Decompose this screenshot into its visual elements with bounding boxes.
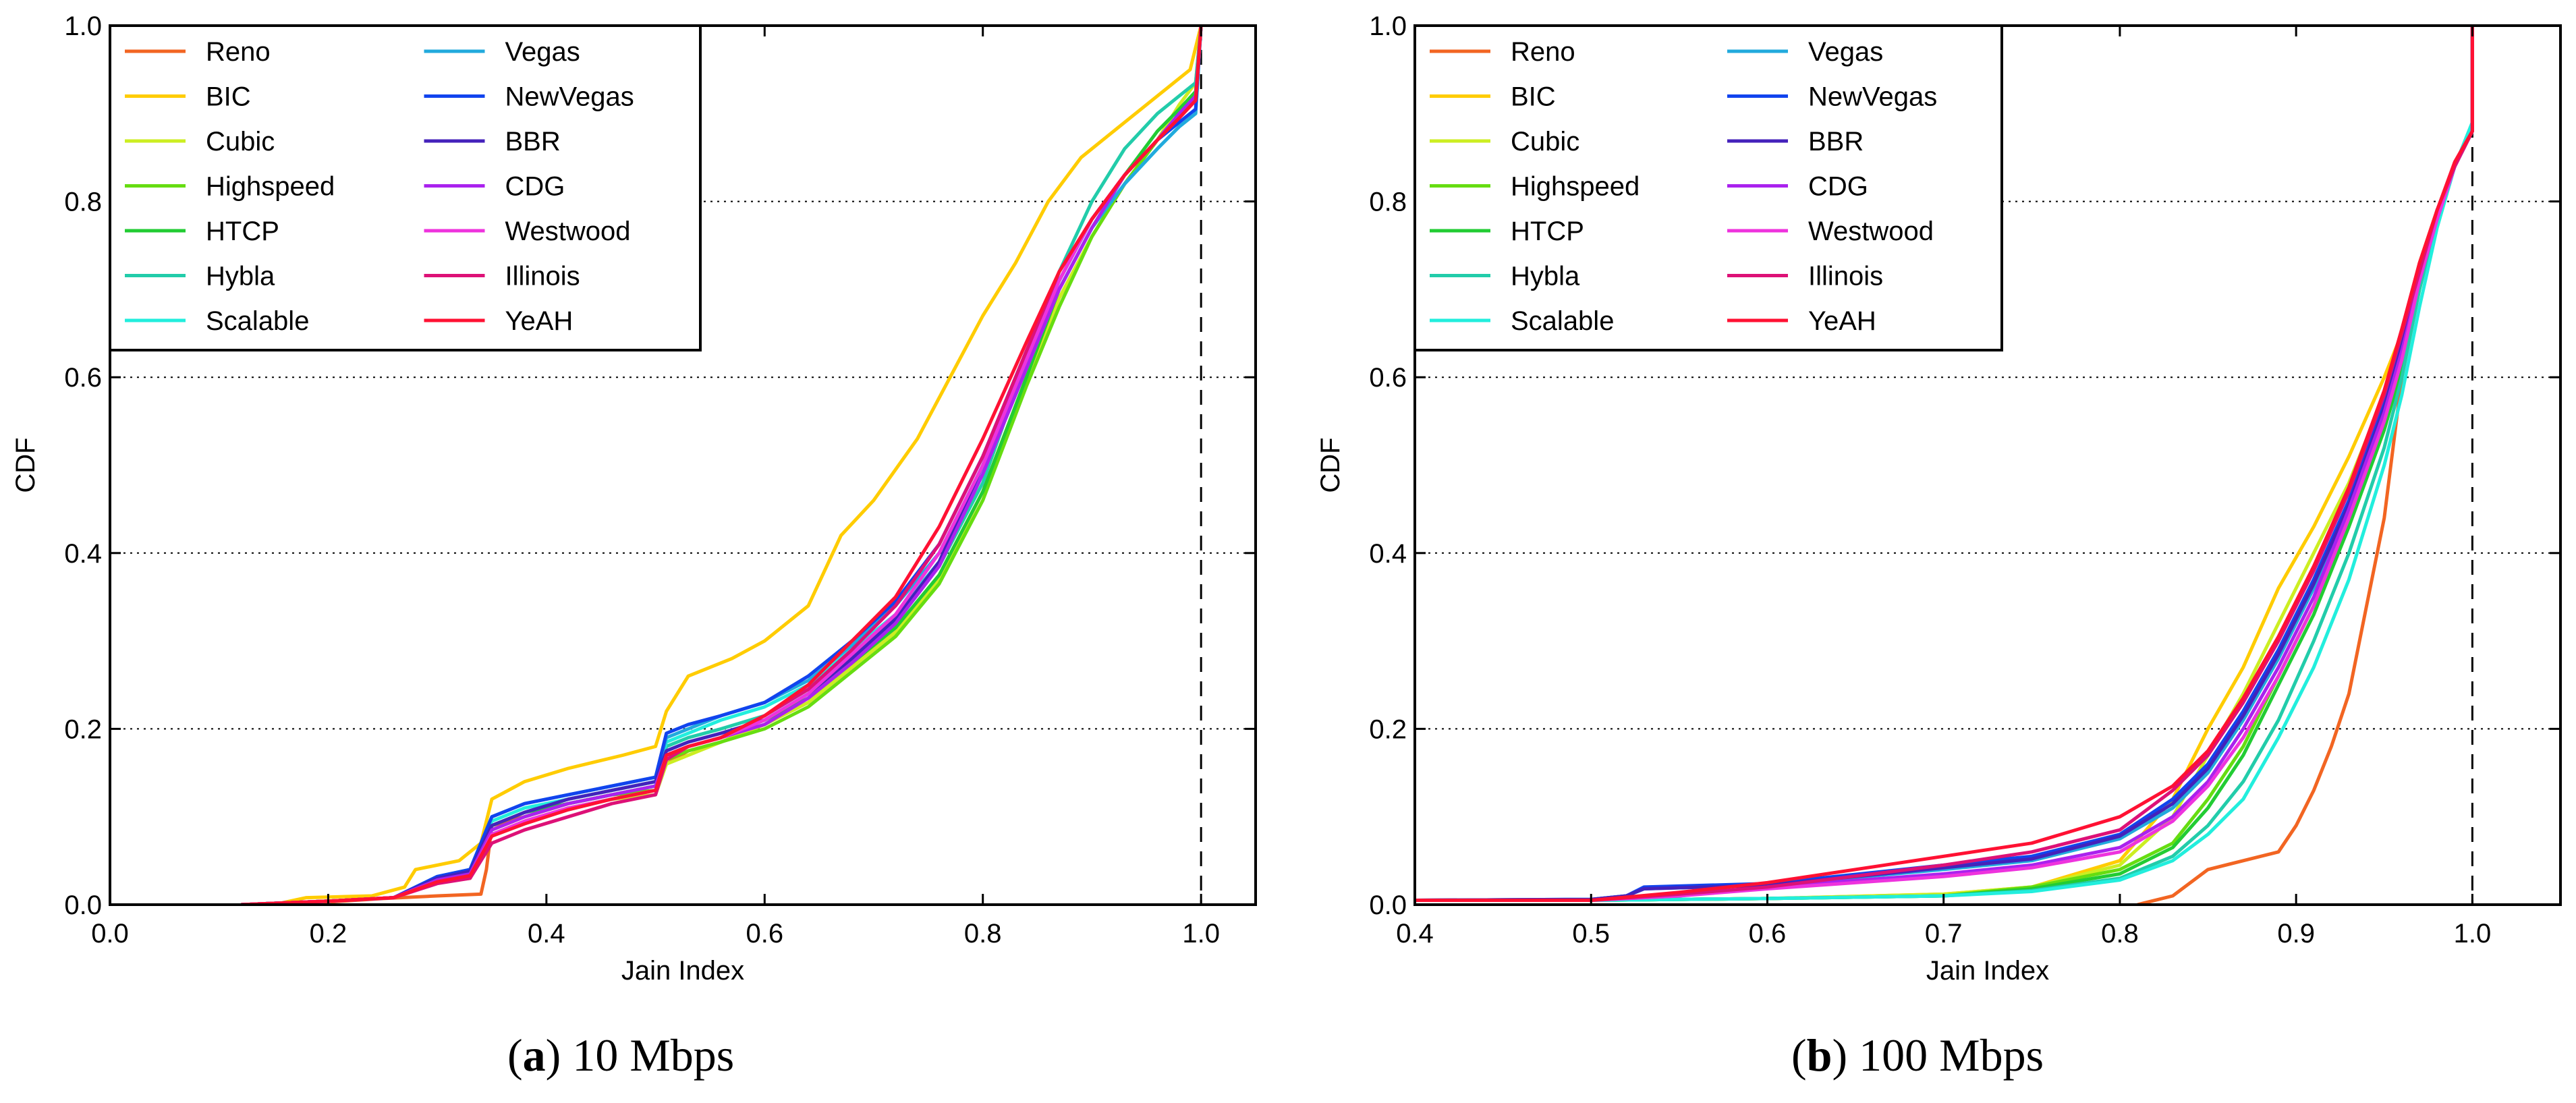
caption-a: (a) 10 Mbps bbox=[507, 1029, 735, 1081]
legend-box bbox=[109, 24, 702, 351]
legend-label: Vegas bbox=[505, 37, 580, 67]
legend-label: Highspeed bbox=[206, 172, 335, 202]
legend-label: NewVegas bbox=[1808, 82, 1937, 112]
legend-label: Reno bbox=[206, 37, 271, 67]
legend-label: Illinois bbox=[1808, 262, 1883, 291]
legend-box bbox=[1413, 24, 2003, 351]
y-tick-label: 0.6 bbox=[1369, 363, 1407, 393]
legend-label: Westwood bbox=[505, 217, 631, 246]
x-tick-label: 0.5 bbox=[1572, 919, 1610, 949]
series-group bbox=[240, 26, 1203, 905]
legend-label: CDG bbox=[505, 172, 565, 202]
x-tick-label: 0.8 bbox=[964, 919, 1002, 949]
x-tick-label: 0.4 bbox=[528, 919, 565, 949]
chart-panel-b: 0.4 0.5 0.6 0.7 0.8 0.9 1.0 0.0 0.2 0.4 0.6 0.8 1.0 J… bbox=[1316, 11, 2562, 986]
series-line-yeah bbox=[240, 26, 1203, 905]
legend-label: Cubic bbox=[1511, 127, 1579, 157]
y-tick-label: 0.4 bbox=[64, 539, 102, 569]
legend-label: Highspeed bbox=[1511, 172, 1640, 202]
x-tick-label: 0.6 bbox=[746, 919, 783, 949]
x-tick-label: 0.7 bbox=[1925, 919, 1963, 949]
legend-label: CDG bbox=[1808, 172, 1868, 202]
y-tick-label: 0.0 bbox=[64, 890, 102, 920]
legend-label: YeAH bbox=[1808, 306, 1876, 336]
x-tick-label: 0.4 bbox=[1396, 919, 1434, 949]
y-tick-label: 0.4 bbox=[1369, 539, 1407, 569]
y-tick-label: 0.2 bbox=[64, 714, 102, 744]
chart-panel-a: 0.0 0.2 0.4 0.6 0.8 1.0 0.0 0.2 0.4 0.6 0.8 1.0 Jain… bbox=[11, 11, 1257, 986]
legend-label: Illinois bbox=[505, 262, 580, 291]
x-tick-label: 0.2 bbox=[310, 919, 347, 949]
legend-label: NewVegas bbox=[505, 82, 634, 112]
y-tick-label: 0.2 bbox=[1369, 714, 1407, 744]
legend-label: BBR bbox=[505, 127, 561, 157]
series-line-yeah bbox=[1415, 26, 2474, 902]
x-tick-label: 1.0 bbox=[2454, 919, 2492, 949]
x-axis-label: Jain Index bbox=[1926, 956, 2049, 986]
y-tick-label: 0.8 bbox=[64, 188, 102, 217]
legend-label: Scalable bbox=[206, 306, 309, 336]
y-axis-label: CDF bbox=[1316, 437, 1345, 492]
x-tick-label: 1.0 bbox=[1182, 919, 1220, 949]
legend-label: Scalable bbox=[1511, 306, 1614, 336]
legend-label: BBR bbox=[1808, 127, 1864, 157]
y-tick-label: 1.0 bbox=[1369, 11, 1407, 41]
x-tick-label: 0.0 bbox=[91, 919, 129, 949]
legend: Reno BIC Cubic Highspeed HTCP Hybla Scalable Ve… bbox=[109, 24, 702, 351]
legend-label: BIC bbox=[206, 82, 251, 112]
y-tick-label: 0.0 bbox=[1369, 890, 1407, 920]
legend-label: Hybla bbox=[1511, 262, 1580, 291]
series-line-westwood bbox=[1415, 26, 2474, 902]
legend-label: Cubic bbox=[206, 127, 275, 157]
legend-label: Hybla bbox=[206, 262, 275, 291]
legend-label: YeAH bbox=[505, 306, 573, 336]
x-axis-label: Jain Index bbox=[621, 956, 744, 986]
y-tick-label: 1.0 bbox=[64, 11, 102, 41]
legend-label: Westwood bbox=[1808, 217, 1934, 246]
legend-label: Reno bbox=[1511, 37, 1575, 67]
caption-b: (b) 100 Mbps bbox=[1791, 1029, 2044, 1081]
legend-label: Vegas bbox=[1808, 37, 1883, 67]
x-tick-label: 0.6 bbox=[1749, 919, 1787, 949]
legend-label: HTCP bbox=[206, 217, 279, 246]
series-line-bic bbox=[273, 26, 1203, 905]
legend-label: HTCP bbox=[1511, 217, 1584, 246]
y-tick-label: 0.6 bbox=[64, 363, 102, 393]
x-tick-label: 0.8 bbox=[2101, 919, 2139, 949]
legend-label: BIC bbox=[1511, 82, 1556, 112]
y-tick-label: 0.8 bbox=[1369, 188, 1407, 217]
y-axis-label: CDF bbox=[11, 437, 40, 492]
legend: Reno BIC Cubic Highspeed HTCP Hybla Scalable Ve… bbox=[1413, 24, 2003, 351]
x-tick-label: 0.9 bbox=[2277, 919, 2315, 949]
